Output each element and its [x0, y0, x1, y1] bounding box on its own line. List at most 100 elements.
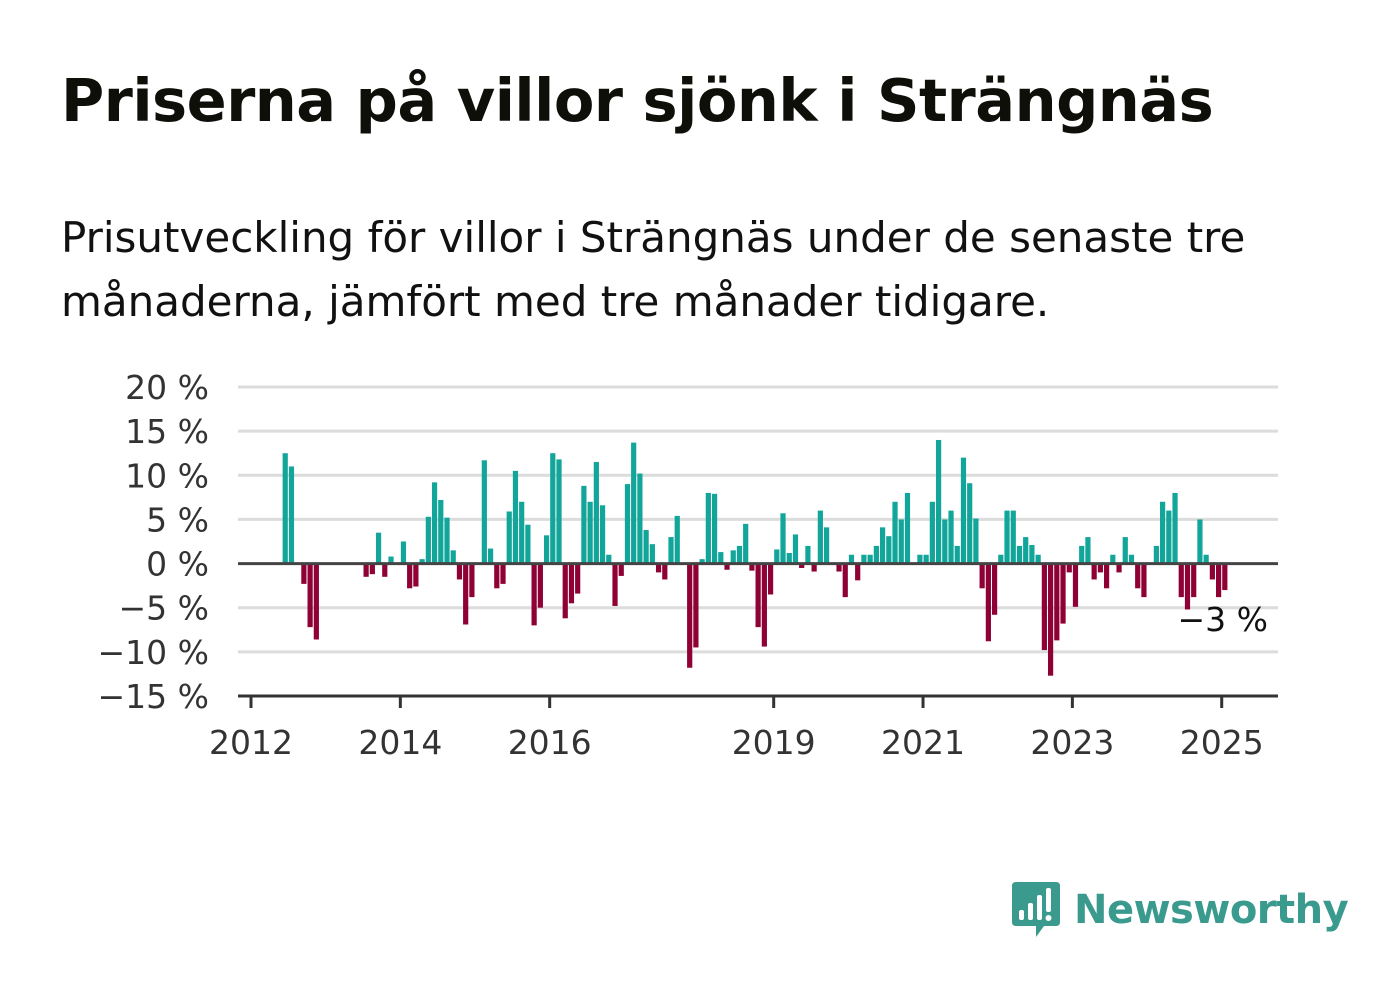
bar: [811, 563, 817, 572]
bar: [1128, 554, 1135, 564]
bar: [923, 554, 929, 564]
bar: [1097, 563, 1103, 573]
bar: [1203, 554, 1209, 564]
bar: [1060, 563, 1066, 624]
bar: [1172, 492, 1178, 564]
bar: [979, 563, 985, 589]
bar: [817, 510, 823, 564]
bar: [313, 563, 319, 640]
bar: [967, 483, 973, 564]
bar: [767, 563, 774, 595]
bar: [836, 563, 842, 572]
bar: [419, 559, 425, 564]
bar: [1085, 537, 1091, 564]
bar: [1004, 510, 1010, 564]
bar: [1103, 563, 1110, 589]
bar: [855, 563, 861, 581]
bar: [780, 513, 786, 564]
bar: [1041, 563, 1047, 651]
bar: [543, 535, 550, 564]
bar: [1066, 563, 1072, 573]
bar: [917, 554, 923, 564]
bar: [1047, 563, 1054, 676]
bar: [799, 563, 805, 568]
bar: [693, 563, 699, 648]
bar: [450, 550, 456, 564]
x-tick-label: 2023: [1030, 723, 1114, 762]
bar: [599, 505, 606, 564]
bar: [699, 559, 705, 564]
bar: [282, 453, 288, 564]
bar: [1141, 563, 1147, 598]
y-tick-label: 0 %: [146, 545, 209, 584]
bar: [749, 563, 755, 571]
y-tick-label: 15 %: [125, 412, 209, 451]
bar: [892, 501, 898, 564]
x-tick-label: 2019: [732, 723, 816, 762]
bar: [382, 563, 388, 577]
bar: [612, 563, 618, 606]
bar: [929, 501, 935, 564]
bar: [587, 501, 593, 564]
bar: [537, 563, 543, 608]
bar: [568, 563, 575, 604]
bar: [898, 519, 904, 564]
bar: [1035, 554, 1041, 564]
bar: [1029, 545, 1035, 564]
bar: [1122, 537, 1128, 564]
bar: [1197, 519, 1203, 564]
bar: [444, 517, 450, 564]
bar: [805, 545, 811, 564]
bar: [792, 534, 799, 564]
bar: [711, 493, 718, 564]
bar: [1110, 554, 1116, 564]
bar: [512, 470, 519, 564]
bar: [301, 563, 307, 584]
bar: [1079, 545, 1085, 564]
bar: [668, 537, 674, 564]
bar: [1209, 563, 1215, 580]
bar: [904, 492, 911, 564]
bar: [1010, 510, 1016, 564]
bar: [1016, 545, 1023, 564]
bar: [288, 466, 295, 564]
bar: [1216, 563, 1222, 598]
bar: [973, 518, 979, 564]
bar: [618, 563, 624, 576]
newsworthy-logo-icon: [1012, 882, 1060, 937]
x-tick-label: 2021: [881, 723, 965, 762]
bar: [481, 460, 487, 564]
bar: [606, 554, 612, 564]
bar: [1184, 563, 1191, 610]
last-value-label: −3 %: [1178, 600, 1269, 639]
bar: [413, 563, 419, 587]
bar: [1054, 563, 1060, 641]
bar: [631, 442, 637, 564]
brand-logo: Newsworthy: [1010, 878, 1349, 942]
bar: [494, 563, 500, 589]
bar: [369, 563, 375, 575]
bar: [624, 484, 631, 564]
bar: [593, 462, 599, 564]
bar: [407, 563, 413, 589]
bar: [730, 550, 736, 564]
bar: [637, 473, 643, 564]
bar: [649, 544, 655, 564]
bar: [954, 545, 960, 564]
x-tick-label: 2012: [209, 723, 293, 762]
bar: [1116, 563, 1122, 573]
bar: [500, 563, 506, 584]
bar: [363, 563, 369, 577]
bar: [755, 563, 761, 628]
bar: [307, 563, 313, 628]
bar: [848, 554, 855, 564]
bar: [736, 545, 743, 564]
bar: [662, 563, 668, 580]
bar: [942, 519, 948, 564]
bar: [867, 554, 873, 564]
bar: [886, 536, 892, 564]
bar: [774, 549, 780, 564]
bar: [873, 545, 879, 564]
chart-title: Priserna på villor sjönk i Strängnäs: [61, 66, 1214, 135]
bar: [1091, 563, 1097, 580]
